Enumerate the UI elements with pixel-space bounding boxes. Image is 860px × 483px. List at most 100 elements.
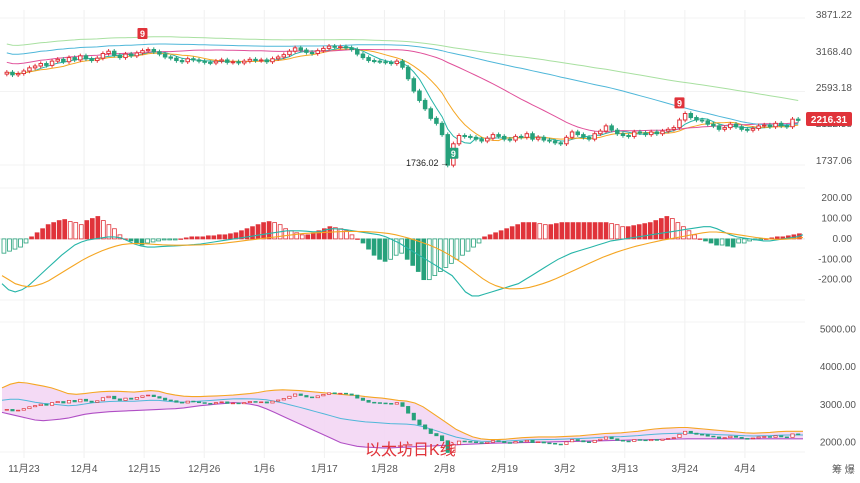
candle-body (417, 90, 422, 101)
candle-body (21, 70, 27, 75)
candle (603, 123, 609, 134)
band-candle (332, 392, 337, 394)
band-candle (134, 397, 139, 400)
band-candle (473, 441, 479, 443)
band-candle (146, 394, 151, 397)
candle-body (473, 136, 479, 140)
band-candle (400, 402, 405, 407)
candle-body (524, 133, 530, 138)
macd-histogram-bar (1, 238, 7, 254)
candle (405, 65, 411, 81)
band-candle (298, 393, 303, 396)
candle-body (411, 78, 417, 92)
candle-body (496, 134, 501, 137)
candle (168, 54, 174, 61)
candle (677, 117, 682, 130)
candle-body (371, 60, 377, 63)
candle (338, 44, 343, 50)
band-candle (66, 400, 72, 404)
band-axis-tick: 4000.00 (820, 362, 857, 373)
candle (400, 58, 405, 70)
candle-body (366, 57, 371, 62)
band-candle (276, 399, 281, 402)
candle-body (4, 71, 10, 75)
band-candle (287, 395, 292, 399)
band-candle (61, 401, 66, 404)
band-candle (326, 392, 332, 395)
macd-histogram-bar (78, 224, 84, 240)
macd-histogram-bar (537, 223, 543, 240)
candle (21, 68, 27, 76)
band-candle (524, 439, 529, 443)
candle-body (95, 57, 100, 62)
band-candle (626, 440, 631, 443)
candle (699, 117, 705, 124)
band-candle (338, 392, 343, 395)
band-candle (592, 439, 597, 443)
band-candle (745, 438, 750, 440)
candle (383, 59, 388, 65)
macd-histogram-bar (222, 234, 228, 240)
candle-body (230, 61, 236, 64)
candle (728, 121, 733, 130)
macd-histogram-bar (603, 222, 609, 240)
band-candle (191, 400, 196, 403)
candle-body (439, 122, 445, 136)
candle (162, 51, 168, 60)
candle (196, 57, 202, 64)
band-candle (683, 430, 688, 435)
macd-histogram-bar (598, 222, 603, 240)
candle-body (388, 61, 394, 65)
macd-histogram-bar (565, 222, 570, 240)
date-tick-label: 3月2 (554, 463, 576, 475)
band-candle (213, 402, 219, 405)
candle (253, 57, 258, 63)
macd-histogram-bar (454, 238, 460, 260)
macd-histogram-bar (703, 238, 708, 242)
band-candle (151, 394, 156, 397)
candle-body (140, 50, 145, 54)
candle-body (394, 60, 400, 65)
macd-histogram-bar (697, 238, 703, 240)
candle-body (784, 125, 790, 128)
candle (682, 111, 688, 123)
macd-histogram-bar (40, 228, 45, 240)
macd-histogram-bar (399, 238, 405, 254)
macd-histogram-bar (758, 238, 764, 241)
macd-histogram-bar (349, 234, 355, 240)
candle (49, 58, 55, 68)
candle (134, 50, 140, 59)
candle (485, 136, 490, 144)
macd-histogram-bar (449, 238, 454, 264)
candle (490, 132, 496, 141)
candle-body (72, 57, 77, 61)
candlestick-series (4, 43, 801, 168)
candle-body (671, 127, 677, 130)
candle-body (586, 136, 592, 140)
candle (558, 140, 564, 147)
macd-axis-tick: 0.00 (833, 234, 853, 245)
band-candle (163, 397, 168, 401)
candle (241, 58, 247, 66)
candle (739, 124, 744, 132)
macd-histogram-bar (106, 224, 112, 240)
band-candle (688, 430, 693, 434)
band-candle (722, 437, 727, 439)
candle (326, 43, 332, 51)
candle-body (575, 131, 580, 136)
candle-body (106, 50, 111, 55)
macd-histogram-bar (592, 222, 598, 240)
candle (626, 133, 631, 139)
macd-histogram-bar (360, 238, 366, 244)
band-upper-line (1, 381, 803, 441)
candle (360, 51, 366, 60)
band-candle (123, 397, 128, 401)
candle-body (688, 113, 694, 119)
candle-body (128, 53, 134, 57)
ma-line (6, 43, 799, 126)
candle (208, 60, 213, 66)
macd-histogram-bar (636, 224, 642, 240)
candle-body (778, 122, 784, 127)
